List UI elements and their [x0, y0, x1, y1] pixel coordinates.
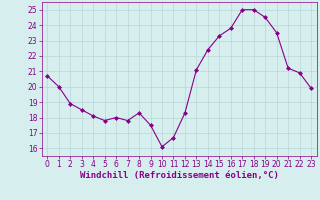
X-axis label: Windchill (Refroidissement éolien,°C): Windchill (Refroidissement éolien,°C): [80, 171, 279, 180]
